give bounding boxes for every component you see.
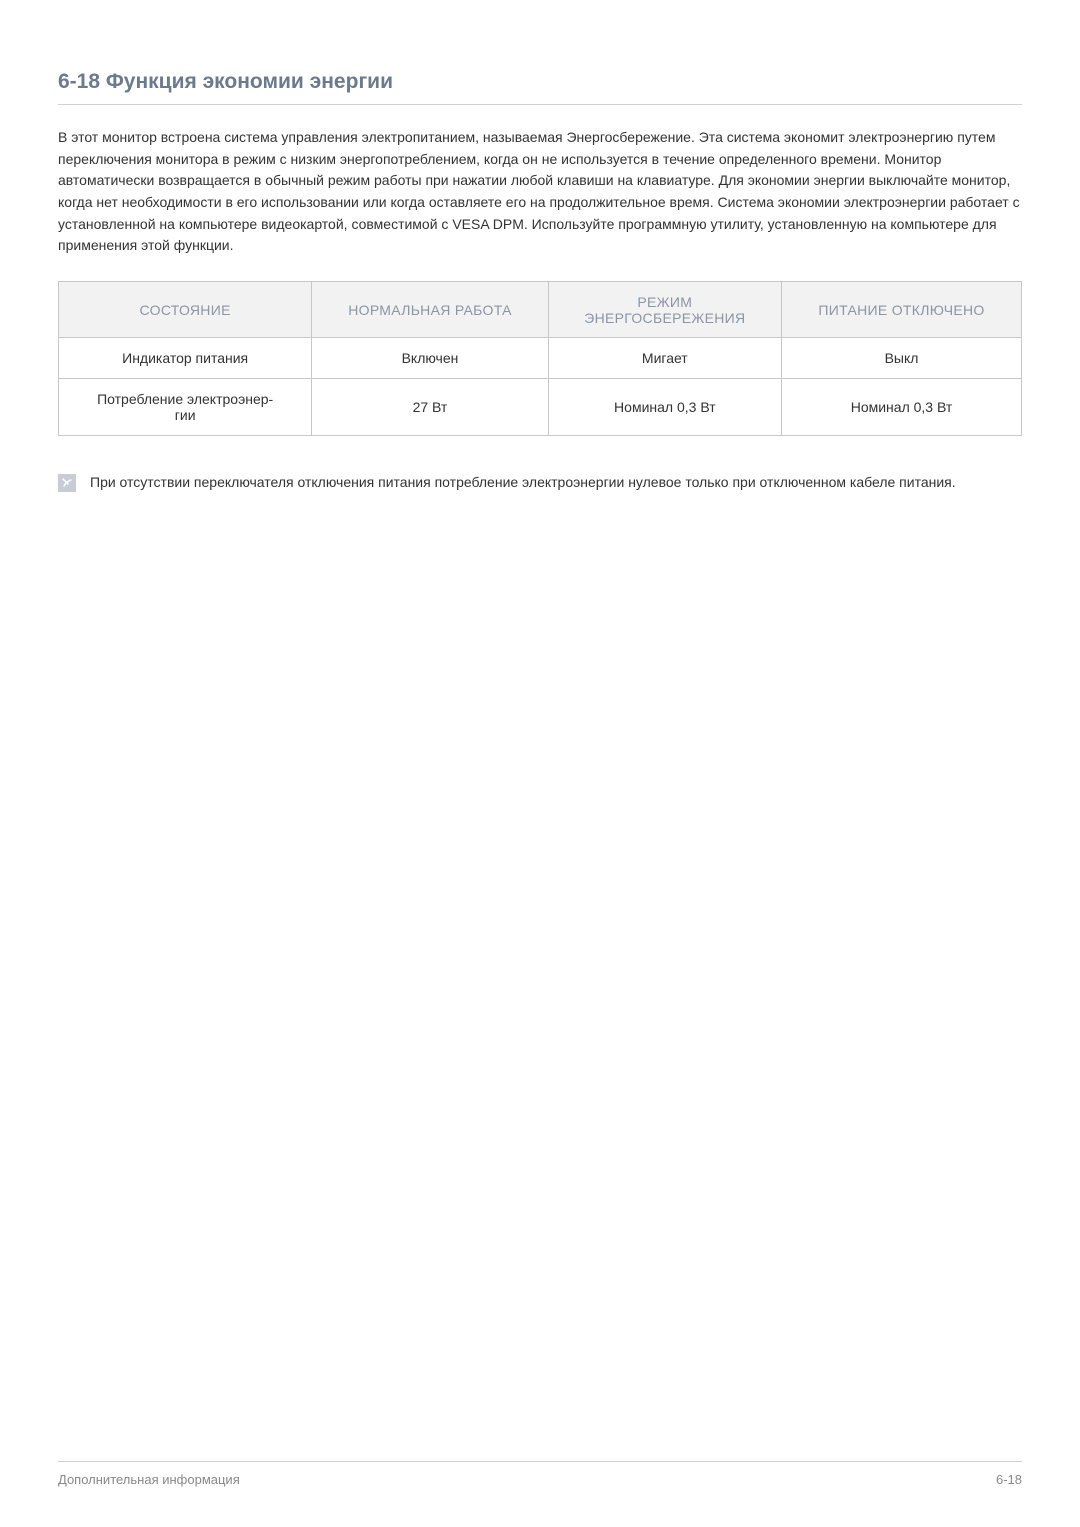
cell: Потребление электроэнер- гии	[59, 379, 312, 436]
table-row: Индикатор питания Включен Мигает Выкл	[59, 338, 1022, 379]
footer-left: Дополнительная информация	[58, 1472, 240, 1487]
table-header-row: СОСТОЯНИЕ НОРМАЛЬНАЯ РАБОТА РЕЖИМ ЭНЕРГО…	[59, 282, 1022, 338]
cell: Выкл	[781, 338, 1021, 379]
power-table: СОСТОЯНИЕ НОРМАЛЬНАЯ РАБОТА РЕЖИМ ЭНЕРГО…	[58, 281, 1022, 436]
th-powersave: РЕЖИМ ЭНЕРГОСБЕРЕЖЕНИЯ	[548, 282, 781, 338]
th-state: СОСТОЯНИЕ	[59, 282, 312, 338]
note-icon	[58, 474, 76, 492]
page: 6-18 Функция экономии энергии В этот мон…	[0, 0, 1080, 1527]
intro-paragraph: В этот монитор встроена система управлен…	[58, 127, 1022, 257]
section-heading: 6-18 Функция экономии энергии	[58, 70, 1022, 105]
cell: Включен	[312, 338, 548, 379]
cell: 27 Вт	[312, 379, 548, 436]
table-row: Потребление электроэнер- гии 27 Вт Номин…	[59, 379, 1022, 436]
th-powersave-line2: ЭНЕРГОСБЕРЕЖЕНИЯ	[584, 310, 745, 326]
note-text: При отсутствии переключателя отключения …	[90, 472, 956, 494]
cell: Номинал 0,3 Вт	[548, 379, 781, 436]
page-footer: Дополнительная информация 6-18	[58, 1461, 1022, 1487]
cell: Мигает	[548, 338, 781, 379]
th-off: ПИТАНИЕ ОТКЛЮЧЕНО	[781, 282, 1021, 338]
cell: Номинал 0,3 Вт	[781, 379, 1021, 436]
note: При отсутствии переключателя отключения …	[58, 472, 1022, 494]
footer-right: 6-18	[996, 1472, 1022, 1487]
th-powersave-line1: РЕЖИМ	[637, 294, 692, 310]
cell: Индикатор питания	[59, 338, 312, 379]
th-normal: НОРМАЛЬНАЯ РАБОТА	[312, 282, 548, 338]
